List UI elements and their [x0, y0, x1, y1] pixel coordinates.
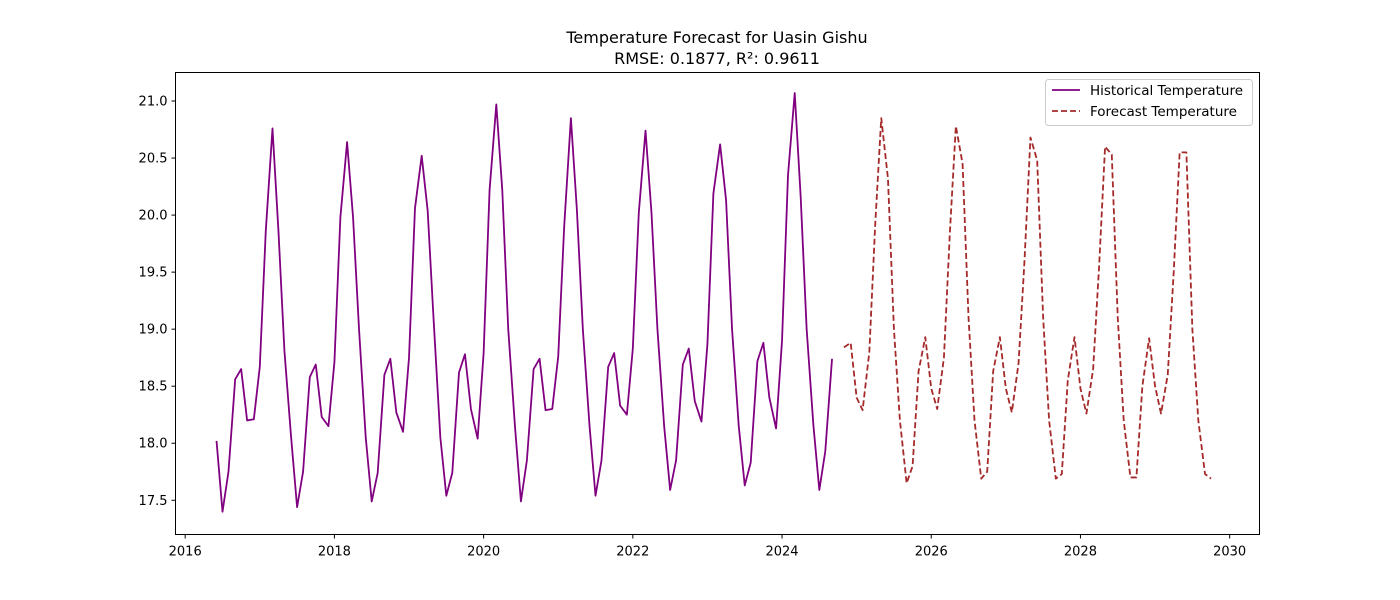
chart-subtitle: RMSE: 0.1877, R²: 0.9611	[614, 49, 820, 68]
x-tick-label: 2020	[467, 545, 500, 560]
x-tick-label: 2022	[616, 545, 649, 560]
chart-title: Temperature Forecast for Uasin Gishu	[565, 28, 867, 47]
y-tick-label: 20.5	[139, 152, 168, 167]
series-line-historical	[215, 92, 833, 513]
y-tick-label: 18.5	[139, 380, 168, 395]
x-tick-label: 2024	[765, 545, 798, 560]
legend: Historical Temperature Forecast Temperat…	[1045, 79, 1253, 126]
y-tick-label: 17.5	[139, 494, 168, 509]
x-axis-ticks: 2016 2018 2020 2022 2024 2026 2028 2030	[169, 534, 1246, 560]
x-tick-label: 2018	[318, 545, 351, 560]
series-line-forecast	[843, 117, 1212, 485]
y-tick-label: 19.0	[139, 323, 168, 338]
y-tick-label: 21.0	[139, 95, 168, 110]
x-tick-label: 2026	[915, 545, 948, 560]
x-tick-label: 2030	[1213, 545, 1246, 560]
legend-label-forecast: Forecast Temperature	[1090, 104, 1237, 120]
y-tick-label: 18.0	[139, 437, 168, 452]
legend-label-historical: Historical Temperature	[1090, 83, 1243, 99]
y-tick-label: 19.5	[139, 266, 168, 281]
x-tick-label: 2028	[1064, 545, 1097, 560]
series-layer	[215, 92, 1212, 513]
legend-box	[1045, 79, 1253, 126]
plot-area-frame	[175, 72, 1260, 535]
y-tick-label: 20.0	[139, 209, 168, 224]
y-axis-ticks: 17.5 18.0 18.5 19.0 19.5 20.0 20.5 21.0	[139, 95, 176, 509]
x-tick-label: 2016	[169, 545, 202, 560]
